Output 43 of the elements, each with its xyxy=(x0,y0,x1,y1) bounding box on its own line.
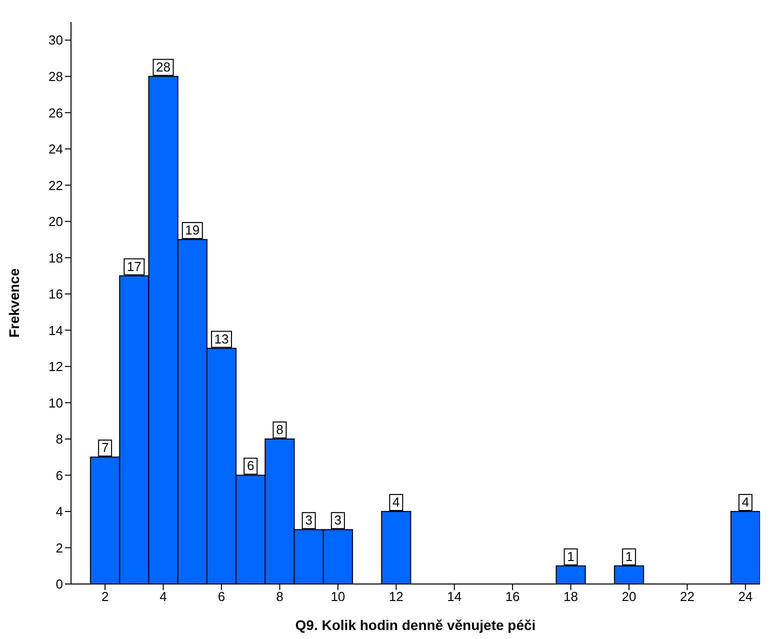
data-label: 1 xyxy=(567,548,574,564)
x-tick-label: 4 xyxy=(160,589,167,604)
y-tick-label: 28 xyxy=(48,69,63,84)
data-label: 17 xyxy=(126,258,142,274)
y-tick-label: 22 xyxy=(48,178,63,193)
x-tick-label: 8 xyxy=(276,589,284,604)
x-tick-label: 2 xyxy=(101,589,109,604)
y-tick-label: 24 xyxy=(48,142,63,157)
data-label: 1 xyxy=(625,548,633,564)
data-label: 4 xyxy=(392,494,400,510)
data-label: 3 xyxy=(305,512,312,528)
y-tick-label: 18 xyxy=(48,250,63,266)
y-tick-label: 16 xyxy=(48,286,63,302)
data-label: 3 xyxy=(334,512,342,528)
data-label: 8 xyxy=(276,422,284,437)
y-tick-label: 2 xyxy=(56,540,63,556)
y-tick-label: 20 xyxy=(48,214,63,230)
data-label: 13 xyxy=(214,331,229,346)
y-axis-title: Frekvence xyxy=(6,268,22,338)
x-tick-label: 12 xyxy=(388,589,404,604)
y-tick-label: 14 xyxy=(48,322,63,338)
data-label: 19 xyxy=(185,222,200,238)
x-tick-label: 10 xyxy=(330,589,346,604)
x-tick-label: 6 xyxy=(218,589,226,604)
y-tick-label: 0 xyxy=(56,576,63,592)
x-tick-label: 16 xyxy=(505,589,520,604)
y-tick-label: 8 xyxy=(56,432,63,447)
y-tick-label: 30 xyxy=(48,32,63,48)
y-tick-label: 26 xyxy=(48,105,63,120)
x-tick-label: 14 xyxy=(447,589,462,604)
y-tick-label: 12 xyxy=(48,359,63,374)
x-tick-label: 22 xyxy=(680,589,694,604)
x-tick-label: 20 xyxy=(622,589,636,604)
x-tick-label: 18 xyxy=(564,589,578,604)
data-label: 6 xyxy=(246,458,254,474)
x-tick-label: 24 xyxy=(738,589,753,604)
y-tick-label: 6 xyxy=(56,468,63,483)
data-label: 7 xyxy=(101,440,109,456)
y-tick-label: 4 xyxy=(56,504,63,520)
data-label: 4 xyxy=(742,494,750,510)
x-axis-title: Q9. Kolik hodin denně věnujete péči xyxy=(295,617,536,633)
data-label: 28 xyxy=(156,59,171,74)
y-tick-label: 10 xyxy=(48,395,63,410)
